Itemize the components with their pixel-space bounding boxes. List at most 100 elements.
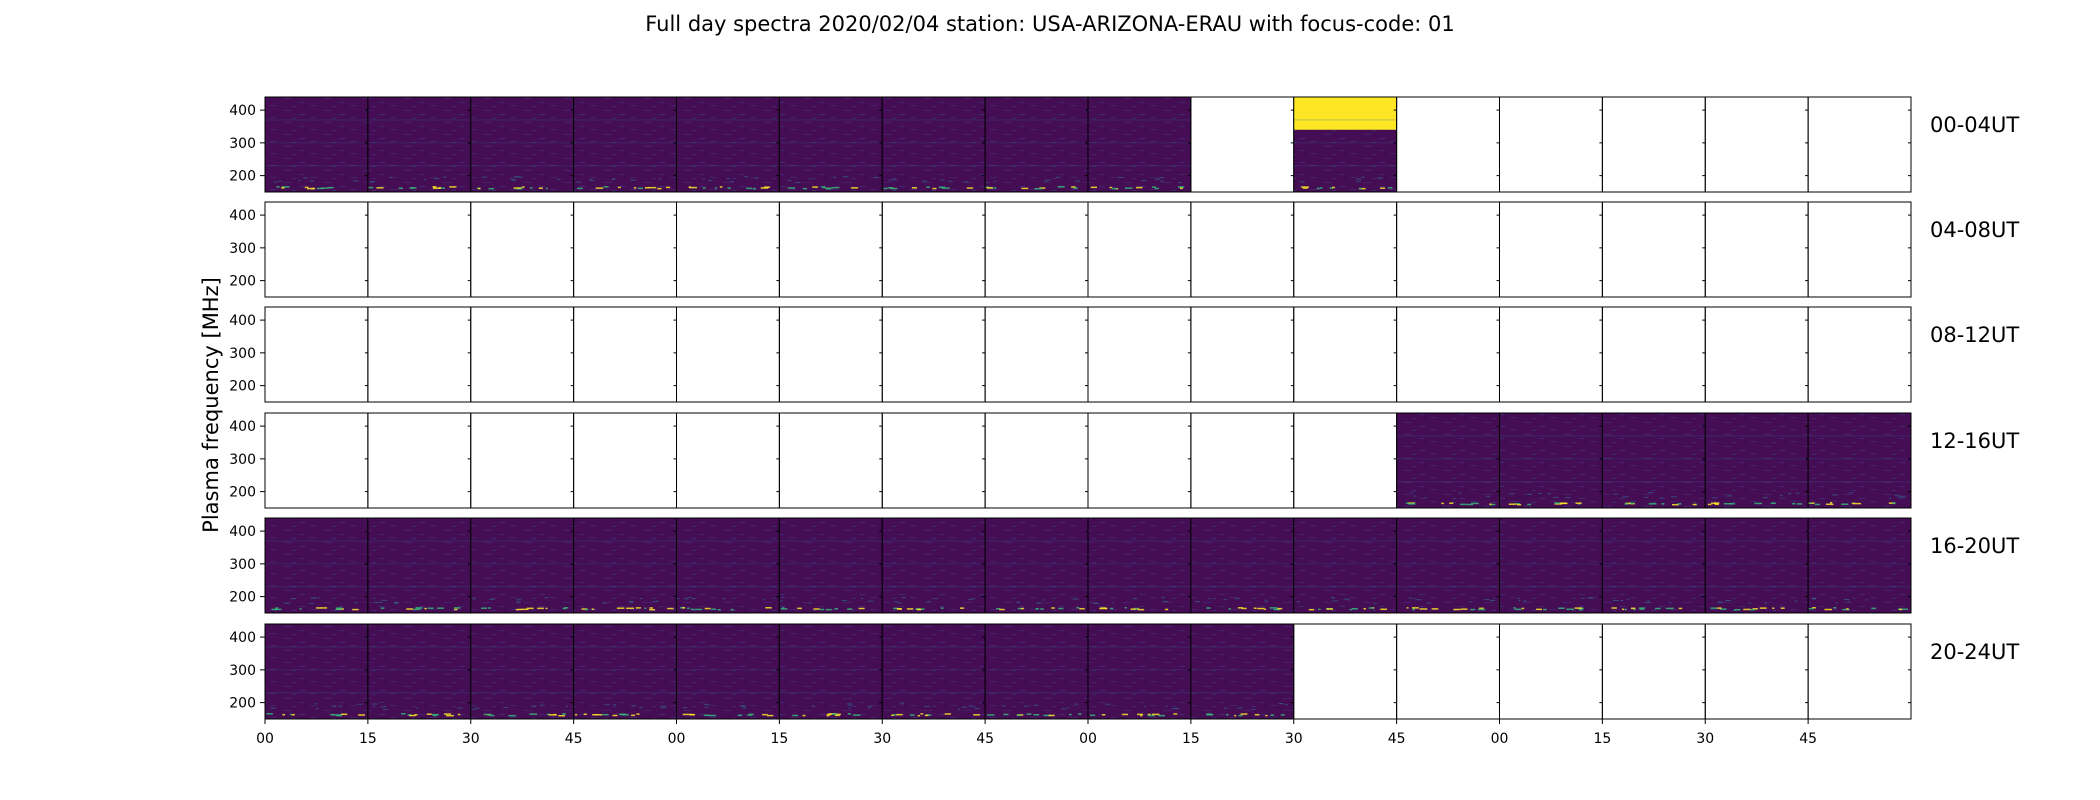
interference-streak: [754, 177, 759, 179]
interference-streak: [687, 607, 690, 610]
interference-streak: [1899, 608, 1903, 611]
spectrum-panel: [264, 306, 369, 403]
interference-streak: [526, 607, 534, 610]
interference-streak: [1888, 497, 1891, 499]
interference-streak: [1117, 177, 1124, 179]
interference-streak: [994, 181, 997, 183]
interference-streak: [620, 713, 629, 716]
interference-streak: [1830, 502, 1833, 504]
interference-streak: [1795, 492, 1800, 494]
interference-streak: [1514, 608, 1522, 611]
interference-streak: [846, 703, 853, 705]
interference-streak: [1112, 187, 1118, 190]
interference-streak: [1468, 601, 1473, 603]
spectrum-panel: [470, 306, 575, 403]
interference-streak: [787, 180, 792, 182]
spectrum-panel: [1396, 201, 1500, 298]
spectrum-panel: [1601, 517, 1706, 614]
interference-streak: [737, 714, 742, 717]
interference-streak: [401, 713, 406, 715]
interference-streak: [1147, 713, 1151, 716]
panel-frame: [1293, 201, 1398, 298]
spectrum-panel: [1704, 306, 1809, 403]
spectrum-panel: [573, 623, 677, 720]
interference-streak: [1575, 502, 1582, 504]
interference-streak: [959, 607, 965, 609]
interference-streak: [932, 187, 937, 190]
interference-streak: [1537, 493, 1542, 495]
panel-frame: [1499, 96, 1603, 193]
interference-streak: [1034, 187, 1043, 190]
interference-streak: [1620, 600, 1624, 602]
interference-streak: [690, 608, 695, 611]
spectrum-fill: [1088, 518, 1191, 613]
spectrum-fill: [779, 97, 883, 192]
interference-streak: [489, 714, 495, 717]
interference-streak: [940, 607, 944, 609]
interference-streak: [1316, 187, 1320, 190]
interference-streak: [320, 607, 328, 609]
panel-frame: [573, 306, 677, 403]
interference-streak: [1206, 607, 1211, 609]
interference-streak: [1348, 599, 1351, 601]
interference-streak: [1574, 607, 1583, 609]
interference-streak: [633, 187, 637, 189]
spectrum-fill: [779, 518, 883, 613]
panel-frame: [1396, 306, 1500, 403]
y-tick-label: 200: [229, 590, 256, 606]
interference-streak: [1045, 179, 1051, 181]
spectrum-panel: [367, 623, 472, 720]
interference-streak: [558, 714, 565, 717]
interference-streak: [922, 180, 928, 182]
interference-streak: [1459, 492, 1462, 494]
spectrum-panel: [1704, 412, 1809, 509]
y-tick-label: 400: [229, 419, 256, 435]
interference-streak: [895, 713, 903, 716]
panel-frame: [1396, 623, 1500, 720]
interference-streak: [514, 176, 520, 178]
interference-streak: [1654, 607, 1661, 610]
interference-streak: [1749, 608, 1755, 611]
interference-streak: [649, 608, 655, 611]
interference-streak: [513, 187, 522, 189]
interference-streak: [516, 598, 522, 600]
spectrum-panel: [676, 306, 780, 403]
interference-streak: [1554, 503, 1562, 505]
panel-frame: [470, 201, 575, 298]
interference-streak: [309, 180, 315, 182]
interference-streak: [689, 186, 698, 189]
row-label: 08-12UT: [1930, 323, 2019, 347]
interference-streak: [1853, 502, 1862, 505]
interference-streak: [1355, 180, 1362, 182]
spectrum-fill: [1293, 518, 1397, 613]
spectrum-panel: [1190, 412, 1295, 509]
x-tick-label: 45: [1799, 731, 1817, 747]
interference-streak: [1844, 598, 1850, 600]
interference-streak: [1092, 602, 1099, 604]
interference-streak: [595, 187, 604, 189]
spectrum-panel: [1087, 623, 1192, 720]
interference-streak: [1105, 703, 1108, 705]
interference-streak: [1044, 180, 1048, 182]
spectrum-panel: [1087, 517, 1192, 614]
interference-streak: [974, 708, 980, 710]
interference-streak: [893, 607, 899, 610]
interference-streak: [546, 713, 550, 716]
interference-streak: [1808, 502, 1815, 504]
interference-streak: [1842, 608, 1850, 611]
spectrum-fill: [1396, 518, 1500, 613]
spectrum-panel: [984, 201, 1089, 298]
interference-streak: [612, 714, 618, 717]
interference-streak: [1206, 713, 1212, 715]
interference-streak: [848, 707, 851, 709]
spectrum-panel: [1087, 412, 1192, 509]
interference-streak: [1240, 713, 1248, 715]
spectrum-panel: [1807, 96, 1912, 193]
interference-streak: [1665, 607, 1674, 610]
interference-streak: [537, 607, 544, 610]
interference-streak: [298, 179, 301, 181]
interference-streak: [1387, 187, 1393, 189]
interference-streak: [1264, 599, 1268, 601]
interference-streak: [1627, 598, 1630, 600]
interference-streak: [389, 177, 393, 179]
